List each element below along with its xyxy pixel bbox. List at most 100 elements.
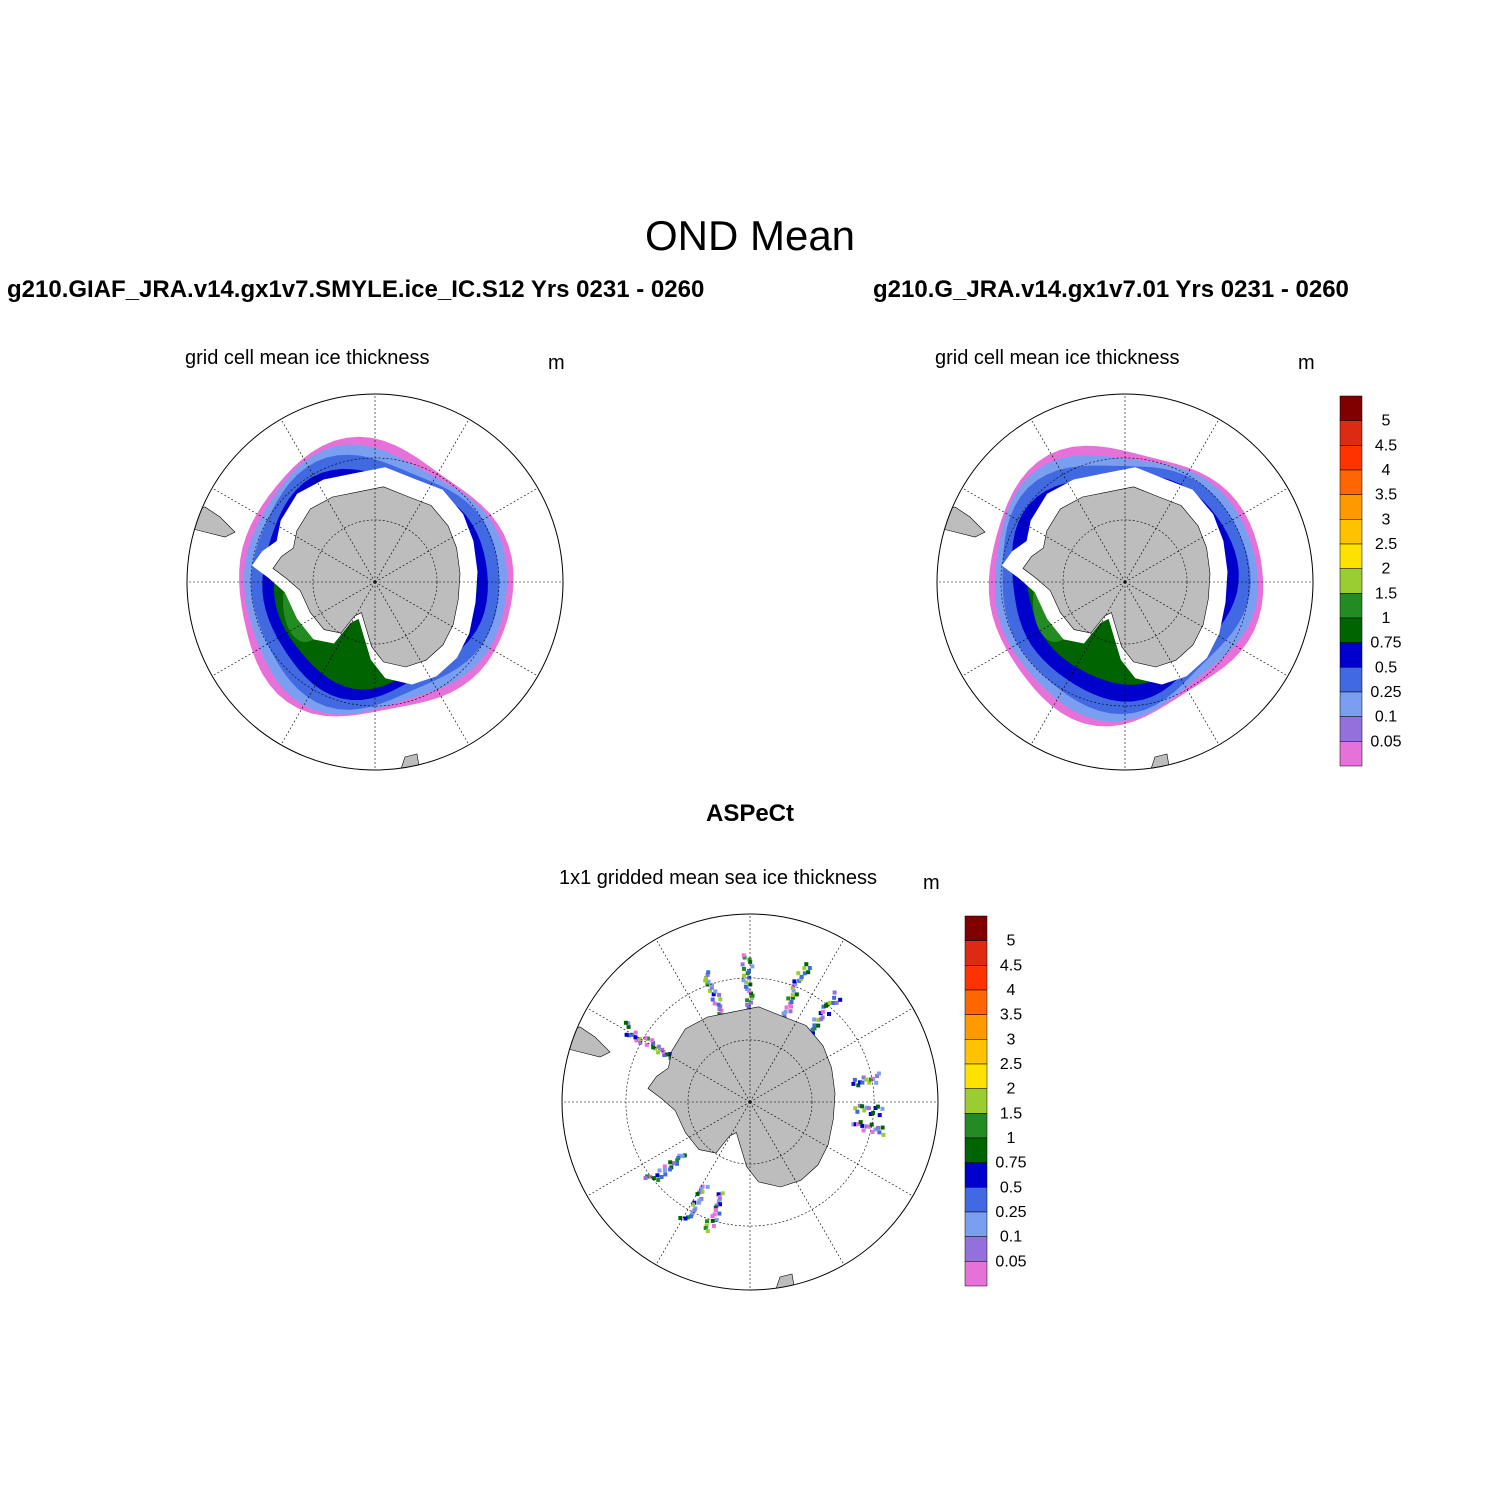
obs-cell (676, 1156, 681, 1160)
obs-cell (717, 992, 722, 997)
obs-cell (791, 988, 796, 993)
panel2-variable-title: grid cell mean ice thickness (935, 347, 1180, 369)
obs-cell (876, 1071, 881, 1076)
obs-cell (714, 1203, 719, 1208)
obs-cell (711, 992, 716, 997)
panel2-polar-map (936, 393, 1314, 771)
panel2-case-title: g210.G_JRA.v14.gx1v7.01 Yrs 0231 - 0260 (873, 276, 1349, 303)
obs-cell (831, 1001, 836, 1005)
obs-cell (799, 977, 803, 981)
panel3-colorbar: 5 4.5 4 3.5 3 2.5 2 1.5 1 0.75 0.5 0.25 0.1 0.05 (964, 915, 1027, 1287)
colorbar-tick-label: 0.1 (1375, 709, 1397, 726)
obs-cell (793, 982, 798, 987)
obs-cell (710, 1214, 715, 1219)
obs-cell (747, 957, 752, 962)
obs-cell (686, 1215, 690, 1220)
meridian-line (962, 487, 1126, 583)
obs-cell (746, 1005, 751, 1009)
obs-cell (745, 1002, 750, 1007)
page-title: OND Mean (644, 212, 856, 259)
obs-cell (871, 1110, 876, 1115)
obs-cell (742, 966, 746, 971)
obs-cell (812, 1026, 817, 1031)
meridian-line (374, 581, 538, 677)
obs-cell (873, 1106, 878, 1110)
colorbar-tick-label: 1 (1382, 610, 1391, 627)
panel3-case-title: ASPeCt (705, 800, 795, 827)
obs-cell (709, 985, 714, 990)
obs-cell (789, 1004, 793, 1009)
obs-cell (717, 1007, 722, 1011)
obs-cell (651, 1176, 656, 1181)
meridian-line (1124, 581, 1288, 677)
obs-cell (703, 978, 708, 983)
obs-cell (864, 1077, 869, 1082)
obs-cell (626, 1033, 631, 1038)
obs-cell (741, 978, 746, 983)
colorbar-swatch (1339, 494, 1363, 520)
obs-cell (662, 1168, 667, 1173)
obs-cell (671, 1161, 676, 1166)
obs-cell (877, 1113, 882, 1118)
colorbar-tick-label: 4.5 (1000, 957, 1022, 974)
obs-cell (717, 1211, 722, 1216)
colorbar-swatch (964, 1137, 988, 1163)
colorbar-swatch (1339, 395, 1363, 421)
obs-cell (683, 1216, 688, 1221)
colorbar-tick-label: 0.75 (995, 1155, 1026, 1172)
obs-cell (706, 979, 711, 984)
obs-cell (645, 1036, 650, 1041)
map-boundary (936, 393, 1314, 771)
obs-cell (695, 1192, 700, 1197)
obs-cell (834, 1000, 839, 1005)
colorbar-tick-label: 0.75 (1370, 635, 1401, 652)
obs-cell (680, 1154, 685, 1159)
colorbar-swatch (964, 1063, 988, 1089)
panel1-variable-title: grid cell mean ice thickness (185, 347, 430, 369)
obs-cell (643, 1176, 648, 1180)
obs-cell (703, 1226, 708, 1230)
panel3-unit: m (923, 872, 940, 894)
obs-cell (820, 1009, 825, 1014)
obs-cell (747, 968, 751, 973)
obs-cell (716, 1192, 721, 1197)
obs-cell (651, 1045, 656, 1050)
obs-cell (699, 1186, 704, 1191)
colorbar-swatch (964, 1211, 988, 1237)
obs-cell (858, 1120, 863, 1125)
obs-cell (838, 997, 843, 1002)
colorbar-tick-label: 1.5 (1000, 1105, 1022, 1122)
obs-cell (716, 1002, 721, 1007)
meridian-line (374, 419, 470, 583)
map-boundary (561, 913, 939, 1291)
obs-cell (648, 1174, 653, 1179)
panel1-polar-map (186, 393, 564, 771)
obs-cell (626, 1021, 631, 1026)
colorbar-tick-label: 0.25 (995, 1204, 1026, 1221)
obs-cell (852, 1077, 857, 1082)
colorbar-swatch (964, 915, 988, 941)
obs-cell (806, 970, 811, 975)
obs-cell (712, 1212, 717, 1217)
obs-cell (816, 1017, 821, 1022)
colorbar-tick-label: 0.05 (1370, 733, 1401, 750)
meridian-line (587, 1101, 751, 1197)
obs-cell (799, 974, 804, 979)
colorbar-tick-label: 1 (1007, 1130, 1016, 1147)
obs-cell (832, 990, 837, 995)
obs-cell (644, 1042, 649, 1047)
meridian-line (212, 581, 376, 677)
colorbar-tick-label: 2 (1007, 1081, 1016, 1098)
colorbar-swatch (1339, 617, 1363, 643)
colorbar-swatch (964, 1187, 988, 1213)
meridian-line (655, 939, 751, 1103)
meridian-line (749, 1101, 845, 1265)
obs-cell (626, 1024, 631, 1029)
colorbar-tick-label: 4 (1007, 982, 1016, 999)
obs-cell (802, 971, 807, 976)
obs-cell (875, 1074, 880, 1078)
meridian-line (1124, 419, 1220, 583)
obs-cell (781, 1011, 786, 1016)
obs-cell (665, 1052, 670, 1057)
colorbar-swatch (964, 1113, 988, 1139)
